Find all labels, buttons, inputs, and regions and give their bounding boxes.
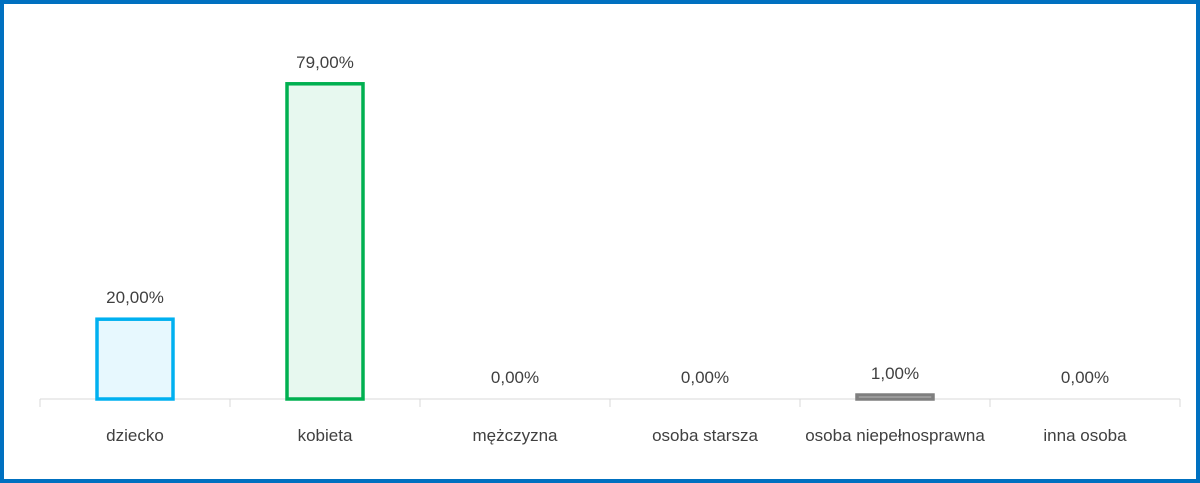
x-tick-label: osoba starsza xyxy=(652,426,758,445)
data-label: 0,00% xyxy=(1061,368,1109,387)
x-tick-label: osoba niepełnosprawna xyxy=(805,426,985,445)
data-label: 20,00% xyxy=(106,288,164,307)
x-tick-label: inna osoba xyxy=(1043,426,1127,445)
x-tick-label: mężczyzna xyxy=(472,426,558,445)
x-tick-label: dziecko xyxy=(106,426,164,445)
bar xyxy=(95,317,175,401)
bar xyxy=(855,393,935,401)
data-label: 0,00% xyxy=(491,368,539,387)
bar xyxy=(285,82,365,401)
data-label: 79,00% xyxy=(296,53,354,72)
data-label: 0,00% xyxy=(681,368,729,387)
x-tick-label: kobieta xyxy=(298,426,353,445)
data-label: 1,00% xyxy=(871,364,919,383)
